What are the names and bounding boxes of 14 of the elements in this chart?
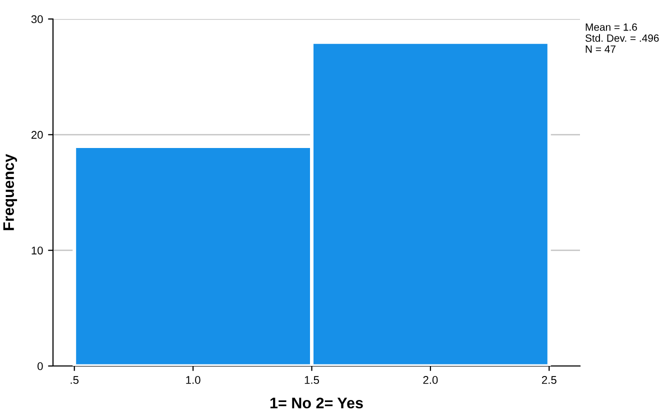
y-tick-label: 0 [38, 362, 43, 370]
y-tick-label: 20 [31, 130, 43, 139]
x-tick-label: 2.5 [542, 376, 556, 384]
text: Mean = 1.6 [586, 23, 637, 31]
text: Std. Dev. = .496 [585, 34, 659, 42]
x-axis-title: 1= No 2= Yes [270, 398, 363, 408]
y-tick-label: 10 [32, 246, 43, 254]
text: N = 47 [586, 46, 616, 53]
y-axis-title: Frequency [3, 154, 18, 230]
x-tick-label: 2.0 [423, 376, 438, 384]
x-tick-label: 1.5 [304, 376, 320, 384]
x-tick-label: .5 [70, 376, 79, 384]
x-tick-label: 1.0 [186, 376, 200, 384]
y-tick-label: 30 [31, 15, 43, 24]
